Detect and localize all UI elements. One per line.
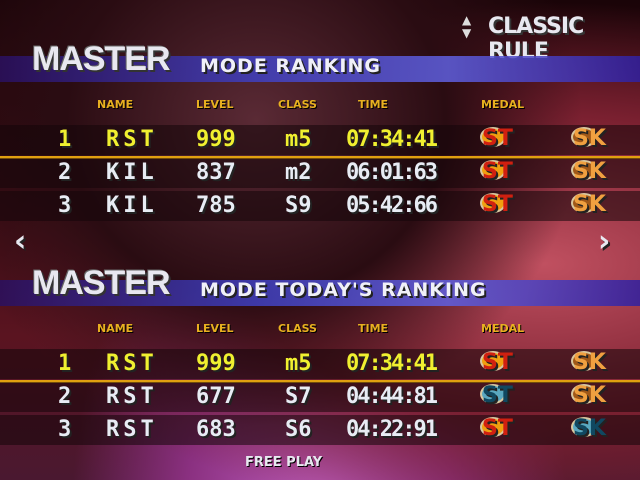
table-row: 2 KIL 837 m2 06:01:63 ST SK	[0, 158, 640, 188]
level: 677	[196, 384, 236, 409]
time: 04:44:81	[346, 384, 438, 409]
player-name: KIL	[106, 160, 158, 185]
header-class: CLASS	[278, 322, 317, 335]
player-name: RST	[106, 127, 158, 152]
medal-st-icon: ST	[480, 383, 513, 408]
time: 06:01:63	[346, 160, 438, 185]
medal-st-icon: ST	[480, 416, 513, 441]
medal-sk-icon: SK	[571, 350, 606, 375]
rank: 2	[58, 384, 72, 409]
rank: 1	[58, 351, 72, 376]
table-row: 3 RST 683 S6 04:22:91 ST SK	[0, 415, 640, 445]
header-level: LEVEL	[196, 98, 234, 111]
table-row: 2 RST 677 S7 04:44:81 ST SK	[0, 382, 640, 412]
player-name: KIL	[106, 193, 158, 218]
class: m5	[285, 351, 312, 376]
player-name: RST	[106, 351, 158, 376]
header-time: TIME	[358, 98, 389, 111]
medal-sk-icon: SK	[571, 126, 606, 151]
previous-page-arrow[interactable]: ‹	[14, 224, 27, 259]
header-class: CLASS	[278, 98, 317, 111]
section-title: MODE RANKING	[200, 55, 381, 77]
medal-st-icon: ST	[480, 159, 513, 184]
time: 07:34:41	[346, 351, 438, 376]
up-down-arrows-icon[interactable]: ▲ ▼	[462, 13, 472, 40]
header-name: NAME	[97, 322, 134, 335]
table-row: 1 RST 999 m5 07:34:41 ST SK	[0, 349, 640, 379]
medal-sk-icon: SK	[571, 416, 606, 441]
next-page-arrow[interactable]: ›	[598, 224, 611, 259]
table-row: 1 RST 999 m5 07:34:41 ST SK	[0, 125, 640, 155]
time: 05:42:66	[346, 193, 438, 218]
level: 683	[196, 417, 236, 442]
medal-sk-icon: SK	[571, 159, 606, 184]
divider-line	[0, 380, 640, 383]
rank: 1	[58, 127, 72, 152]
rule-selector[interactable]: ▲ ▼ CLASSIC RULE	[460, 12, 635, 65]
class: m2	[285, 160, 312, 185]
level: 785	[196, 193, 236, 218]
header-medal: MEDAL	[481, 98, 525, 111]
header-time: TIME	[358, 322, 389, 335]
header-medal: MEDAL	[481, 322, 525, 335]
player-name: RST	[106, 384, 158, 409]
time: 07:34:41	[346, 127, 438, 152]
medal-sk-icon: SK	[571, 192, 606, 217]
level: 837	[196, 160, 236, 185]
divider-line	[0, 156, 640, 159]
level: 999	[196, 351, 236, 376]
mode-name: MASTER	[32, 40, 171, 78]
medal-sk-icon: SK	[571, 383, 606, 408]
class: m5	[285, 127, 312, 152]
class: S7	[285, 384, 312, 409]
title-band	[0, 56, 640, 82]
section-title: MODE TODAY'S RANKING	[200, 279, 487, 301]
rank: 3	[58, 193, 72, 218]
rank: 3	[58, 417, 72, 442]
level: 999	[196, 127, 236, 152]
rank: 2	[58, 160, 72, 185]
mode-name: MASTER	[32, 264, 171, 302]
rule-label: CLASSIC RULE	[488, 14, 584, 64]
table-row: 3 KIL 785 S9 05:42:66 ST SK	[0, 191, 640, 221]
header-level: LEVEL	[196, 322, 234, 335]
medal-st-icon: ST	[480, 192, 513, 217]
class: S9	[285, 193, 312, 218]
medal-st-icon: ST	[480, 126, 513, 151]
title-band	[0, 280, 640, 306]
free-play-label: FREE PLAY	[245, 455, 323, 470]
player-name: RST	[106, 417, 158, 442]
header-name: NAME	[97, 98, 134, 111]
class: S6	[285, 417, 312, 442]
medal-st-icon: ST	[480, 350, 513, 375]
time: 04:22:91	[346, 417, 438, 442]
